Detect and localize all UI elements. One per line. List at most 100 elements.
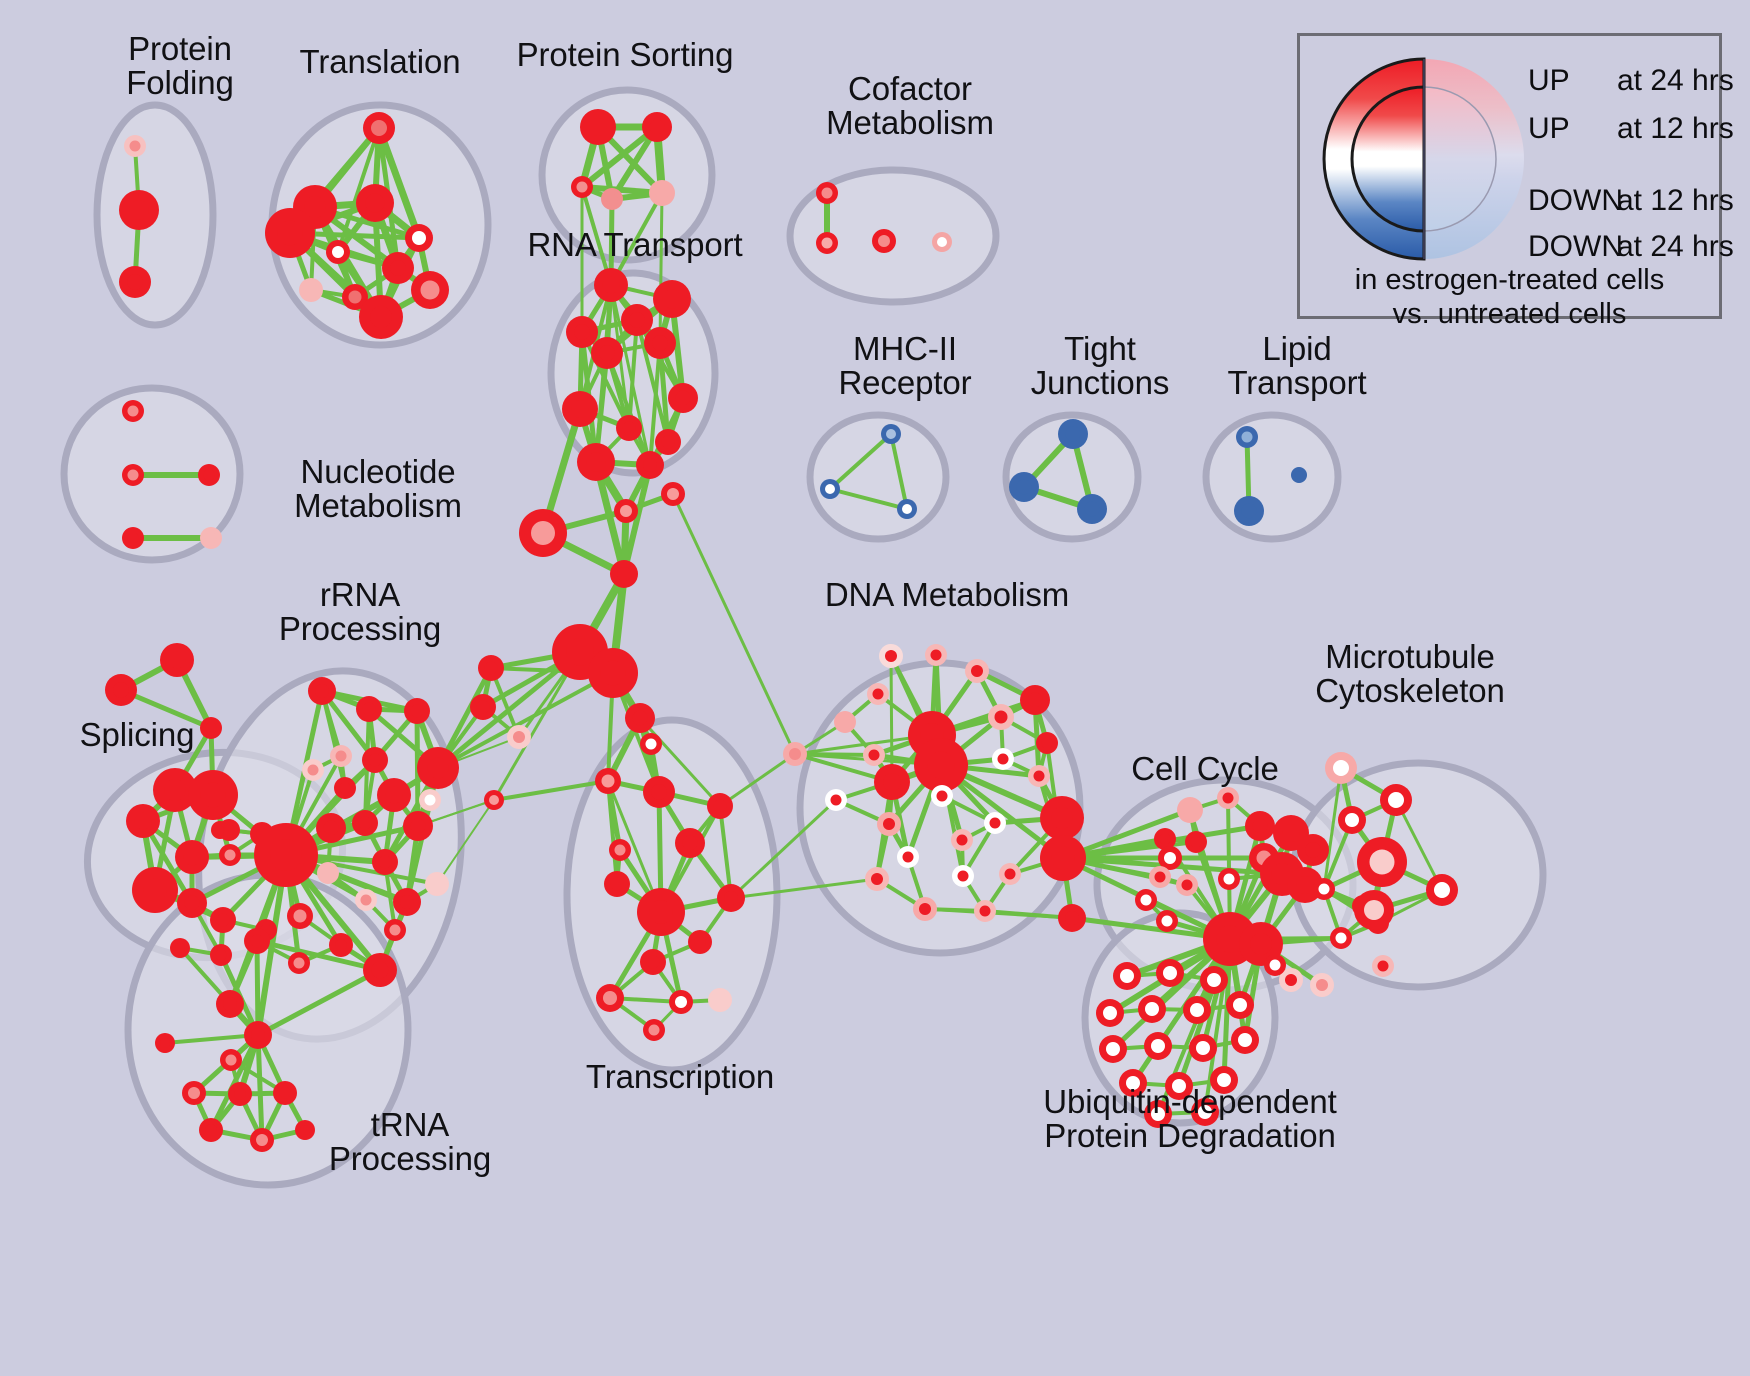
network-node[interactable] <box>1291 467 1307 483</box>
network-node[interactable] <box>470 694 496 720</box>
network-node[interactable] <box>707 793 733 819</box>
network-node[interactable] <box>1354 890 1394 930</box>
network-node[interactable] <box>1040 835 1086 881</box>
network-node[interactable] <box>642 112 672 142</box>
network-node[interactable] <box>105 674 137 706</box>
network-node[interactable] <box>1325 752 1357 784</box>
network-node[interactable] <box>1176 874 1198 896</box>
network-node[interactable] <box>1119 1069 1147 1097</box>
network-node[interactable] <box>636 451 664 479</box>
network-node[interactable] <box>1313 878 1335 900</box>
network-node[interactable] <box>965 659 989 683</box>
network-node[interactable] <box>1113 962 1141 990</box>
network-node[interactable] <box>616 415 642 441</box>
network-node[interactable] <box>1058 904 1086 932</box>
network-node[interactable] <box>783 742 807 766</box>
network-node[interactable] <box>425 872 449 896</box>
network-node[interactable] <box>363 953 397 987</box>
network-node[interactable] <box>1009 472 1039 502</box>
network-node[interactable] <box>881 424 901 444</box>
network-node[interactable] <box>342 284 368 310</box>
network-node[interactable] <box>588 648 638 698</box>
network-node[interactable] <box>288 952 310 974</box>
network-node[interactable] <box>403 811 433 841</box>
network-node[interactable] <box>211 821 229 839</box>
network-node[interactable] <box>355 889 377 911</box>
network-node[interactable] <box>352 810 378 836</box>
network-node[interactable] <box>411 271 449 309</box>
network-node[interactable] <box>897 499 917 519</box>
network-node[interactable] <box>363 112 395 144</box>
network-node[interactable] <box>1144 1100 1172 1128</box>
network-node[interactable] <box>198 464 220 486</box>
network-node[interactable] <box>931 785 953 807</box>
network-node[interactable] <box>717 884 745 912</box>
network-node[interactable] <box>356 184 394 222</box>
network-node[interactable] <box>610 560 638 588</box>
network-node[interactable] <box>119 266 151 298</box>
network-node[interactable] <box>124 135 146 157</box>
network-node[interactable] <box>220 1049 242 1071</box>
network-node[interactable] <box>675 828 705 858</box>
network-node[interactable] <box>1096 999 1124 1027</box>
network-node[interactable] <box>596 984 624 1012</box>
network-node[interactable] <box>621 304 653 336</box>
network-node[interactable] <box>484 790 504 810</box>
network-node[interactable] <box>362 747 388 773</box>
network-node[interactable] <box>122 527 144 549</box>
network-node[interactable] <box>816 232 838 254</box>
network-node[interactable] <box>287 903 313 929</box>
network-node[interactable] <box>177 888 207 918</box>
network-node[interactable] <box>984 812 1006 834</box>
network-node[interactable] <box>308 677 336 705</box>
network-node[interactable] <box>372 849 398 875</box>
network-node[interactable] <box>640 733 662 755</box>
network-node[interactable] <box>874 764 910 800</box>
network-node[interactable] <box>153 768 197 812</box>
network-node[interactable] <box>316 813 346 843</box>
network-node[interactable] <box>160 643 194 677</box>
network-node[interactable] <box>382 252 414 284</box>
network-node[interactable] <box>219 844 241 866</box>
network-node[interactable] <box>1189 1034 1217 1062</box>
network-node[interactable] <box>519 509 567 557</box>
network-node[interactable] <box>182 1081 206 1105</box>
network-node[interactable] <box>1217 787 1239 809</box>
network-node[interactable] <box>1426 874 1458 906</box>
network-node[interactable] <box>1135 889 1157 911</box>
network-node[interactable] <box>1338 806 1366 834</box>
network-node[interactable] <box>419 789 441 811</box>
network-node[interactable] <box>643 776 675 808</box>
network-node[interactable] <box>951 829 973 851</box>
network-node[interactable] <box>643 1019 665 1041</box>
network-node[interactable] <box>999 863 1021 885</box>
network-node[interactable] <box>1279 968 1303 992</box>
network-node[interactable] <box>200 717 222 739</box>
network-node[interactable] <box>625 703 655 733</box>
network-node[interactable] <box>877 812 901 836</box>
network-node[interactable] <box>1138 995 1166 1023</box>
network-node[interactable] <box>614 499 638 523</box>
network-node[interactable] <box>417 747 459 789</box>
network-node[interactable] <box>295 1120 315 1140</box>
network-node[interactable] <box>640 949 666 975</box>
network-node[interactable] <box>865 867 889 891</box>
network-node[interactable] <box>872 229 896 253</box>
cluster-mhc-ii-receptor[interactable] <box>806 411 950 543</box>
network-node[interactable] <box>126 804 160 838</box>
network-node[interactable] <box>1040 796 1084 840</box>
network-node[interactable] <box>507 725 531 749</box>
network-node[interactable] <box>604 871 630 897</box>
network-node[interactable] <box>1177 797 1203 823</box>
network-node[interactable] <box>879 644 903 668</box>
network-node[interactable] <box>1028 765 1050 787</box>
network-node[interactable] <box>155 1033 175 1053</box>
network-node[interactable] <box>317 862 339 884</box>
network-node[interactable] <box>1144 1032 1172 1060</box>
network-node[interactable] <box>1226 991 1254 1019</box>
network-node[interactable] <box>566 316 598 348</box>
network-node[interactable] <box>1099 1035 1127 1063</box>
network-node[interactable] <box>1297 834 1329 866</box>
network-node[interactable] <box>122 400 144 422</box>
network-node[interactable] <box>1245 811 1275 841</box>
